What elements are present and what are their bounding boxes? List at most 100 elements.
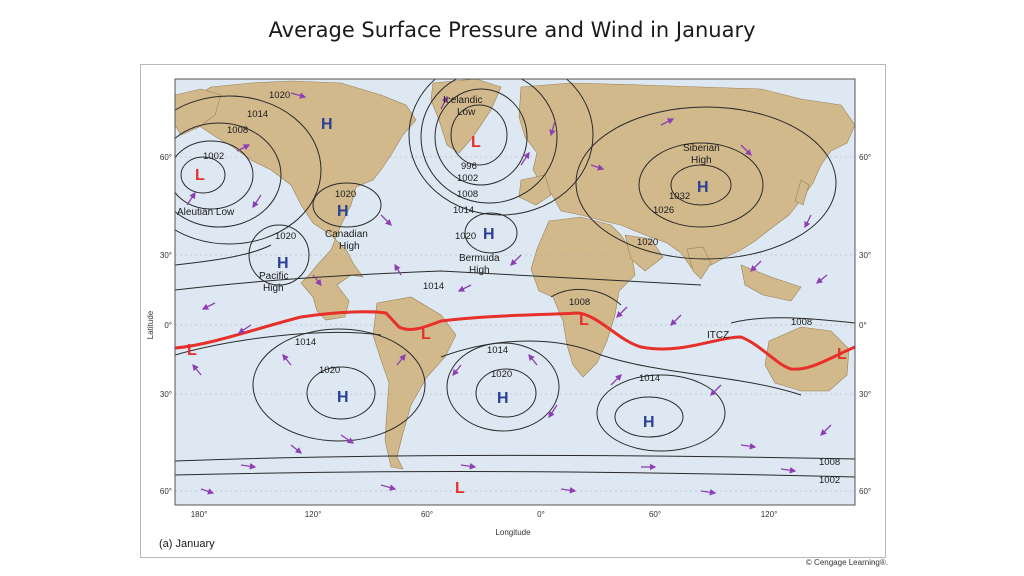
wind-arrow xyxy=(290,444,303,454)
wind-arrow xyxy=(236,144,251,152)
wind-arrow xyxy=(282,353,292,366)
isobar-label: 1020 xyxy=(269,90,290,101)
wind-arrow xyxy=(528,353,538,366)
isobar-icelandic-1 xyxy=(450,104,508,166)
isobar-label: 1020 xyxy=(275,231,296,242)
isobar-pacific-nh xyxy=(248,224,310,286)
lon-tick: 60° xyxy=(421,510,433,519)
x-axis-label: Longitude xyxy=(495,528,531,537)
isobar-icelandic-2 xyxy=(434,88,528,186)
wind-arrow xyxy=(340,434,355,444)
isobar-label: 1008 xyxy=(819,457,840,468)
pressure-center-pacific-west-low: L xyxy=(187,342,197,359)
credit-line: © Cengage Learning®. xyxy=(805,558,888,567)
isobar-label: 1014 xyxy=(247,109,268,120)
isobar-aus-1008 xyxy=(730,317,855,324)
wind-arrow xyxy=(452,364,462,377)
pressure-center-sindian-high: H xyxy=(643,414,655,431)
wind-arrow xyxy=(440,95,448,110)
isobar-label: 1020 xyxy=(335,189,356,200)
map-figure: L H L H H H H L L L H H H L L Icelandic … xyxy=(140,64,886,558)
label-bermuda-high: High xyxy=(469,265,490,276)
isobar-spac-1 xyxy=(306,366,376,420)
lat-ticks-right: 60° 30° 0° 30° 60° xyxy=(859,153,871,496)
isobar-label: 1026 xyxy=(653,205,674,216)
isobar-label: 1014 xyxy=(639,373,660,384)
isobar-sh-1014 xyxy=(175,331,802,396)
isobar-sind-1 xyxy=(614,396,684,438)
isobar-satl-2 xyxy=(446,342,560,432)
isobar-labels: 1020 1014 1008 1002 996 1002 1008 1014 1… xyxy=(203,90,840,486)
label-siberian: Siberian xyxy=(683,143,720,154)
wind-arrow xyxy=(460,463,477,470)
wind-arrow xyxy=(200,488,215,495)
label-aleutian-low: Aleutian Low xyxy=(177,207,235,218)
pressure-center-canadian-high: H xyxy=(337,203,349,220)
wind-arrow xyxy=(616,306,628,318)
lon-tick: 180° xyxy=(191,510,208,519)
isobar-label: 1008 xyxy=(457,189,478,200)
isobar-label: 1020 xyxy=(491,369,512,380)
isobar-eq-1008 xyxy=(550,288,622,306)
isobar-label: 1014 xyxy=(453,205,474,216)
africa xyxy=(530,216,636,378)
lat-tick: 60° xyxy=(160,487,172,496)
lat-tick: 0° xyxy=(164,321,172,330)
label-icelandic-low: Low xyxy=(457,107,476,118)
isobar-aleutian-1 xyxy=(180,156,226,194)
wind-arrow xyxy=(380,484,397,491)
wind-arrow xyxy=(670,314,682,326)
map-frame xyxy=(174,78,856,506)
isobar-siberian-1 xyxy=(670,164,732,206)
wind-arrow xyxy=(240,463,257,470)
pressure-center-satlantic-high: H xyxy=(497,390,509,407)
pressure-wind-map: L H L H H H H L L L H H H L L Icelandic … xyxy=(146,78,871,550)
wind-arrow xyxy=(804,214,812,229)
wind-arrow xyxy=(192,363,202,376)
label-pacific: Pacific xyxy=(259,271,288,282)
lat-tick: 60° xyxy=(160,153,172,162)
isobar-icelandic-3 xyxy=(420,79,558,204)
isobar-siberian-2 xyxy=(638,142,764,228)
isobar-sp-1002 xyxy=(175,471,855,478)
isobar-satl-1 xyxy=(475,368,537,418)
wind-arrow xyxy=(700,489,717,496)
lon-tick: 60° xyxy=(649,510,661,519)
wind-arrow xyxy=(549,120,556,137)
wind-arrow xyxy=(396,353,406,366)
slide-title: Average Surface Pressure and Wind in Jan… xyxy=(268,18,756,42)
pressure-center-australia-low: L xyxy=(837,346,847,363)
greenland xyxy=(430,79,502,154)
lon-tick: 0° xyxy=(537,510,545,519)
pressure-center-icelandic-low: L xyxy=(471,134,481,151)
isobar-spac-2 xyxy=(252,328,426,442)
wind-arrows xyxy=(186,92,832,496)
isobar-label: 1008 xyxy=(569,297,590,308)
wind-arrow xyxy=(820,424,832,436)
lon-ticks: 180° 120° 60° 0° 60° 120° xyxy=(191,510,778,519)
pressure-center-bermuda-high: H xyxy=(483,226,495,243)
isobar-icelandic-4 xyxy=(408,79,594,216)
pressure-center-nw-high: H xyxy=(321,116,333,133)
y-axis-label: Latitude xyxy=(146,310,155,339)
wind-arrow xyxy=(510,254,522,266)
isobar-aleutian-3 xyxy=(175,122,282,228)
wind-arrow xyxy=(590,164,605,171)
south-america xyxy=(372,296,457,470)
label-icelandic: Icelandic xyxy=(443,95,482,106)
pressure-center-africa-low: L xyxy=(579,312,589,329)
wind-arrow xyxy=(237,324,252,334)
wind-arrow xyxy=(457,284,472,292)
figure-caption: (a) January xyxy=(159,538,215,550)
isobar-label: 1008 xyxy=(227,125,248,136)
pressure-center-subpolar-low: L xyxy=(455,480,465,497)
label-bermuda: Bermuda xyxy=(459,253,500,264)
isobar-label: 1014 xyxy=(295,337,316,348)
wind-arrow xyxy=(201,302,216,310)
label-pacific-high: High xyxy=(263,283,284,294)
isobar-aleutian-4 xyxy=(175,95,322,245)
lat-tick: 30° xyxy=(859,251,871,260)
lat-tick: 30° xyxy=(859,390,871,399)
wind-arrow xyxy=(520,151,530,166)
wind-arrow xyxy=(394,263,402,276)
